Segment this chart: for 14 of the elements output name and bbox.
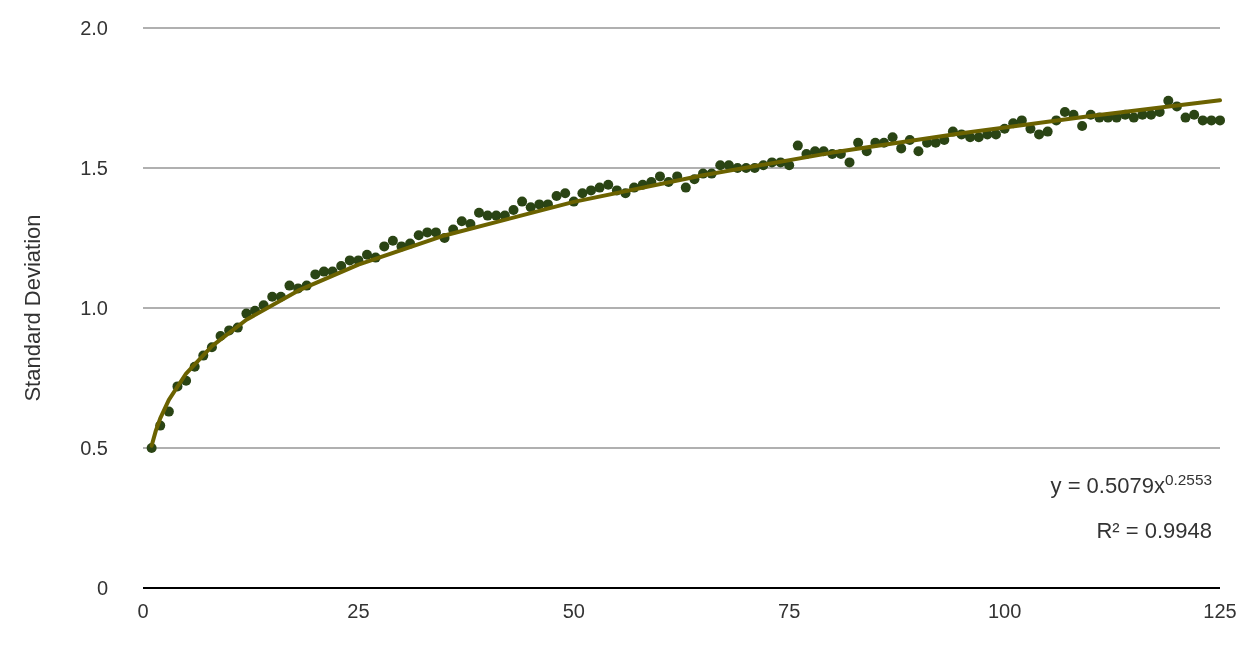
x-tick-label: 125 (1203, 600, 1237, 622)
y-tick-label: 0 (96, 577, 108, 599)
x-tick-label: 75 (778, 600, 801, 622)
x-tick-label: 25 (347, 600, 370, 622)
x-tick-label: 50 (562, 600, 585, 622)
annotation: y = 0.5079x$^{0.2553}$ (1050, 470, 1212, 498)
x-tick-label: 0 (137, 600, 149, 622)
annotation: R² = 0.9948 (1096, 518, 1212, 543)
y-tick-label: 1.0 (80, 297, 108, 319)
y-tick-label: 0.5 (80, 437, 108, 459)
y-axis-title: Standard Deviation (20, 214, 45, 402)
y-tick-label: 2.0 (80, 17, 108, 39)
y-tick-label: 1.5 (80, 157, 108, 179)
x-tick-label: 100 (987, 600, 1022, 622)
